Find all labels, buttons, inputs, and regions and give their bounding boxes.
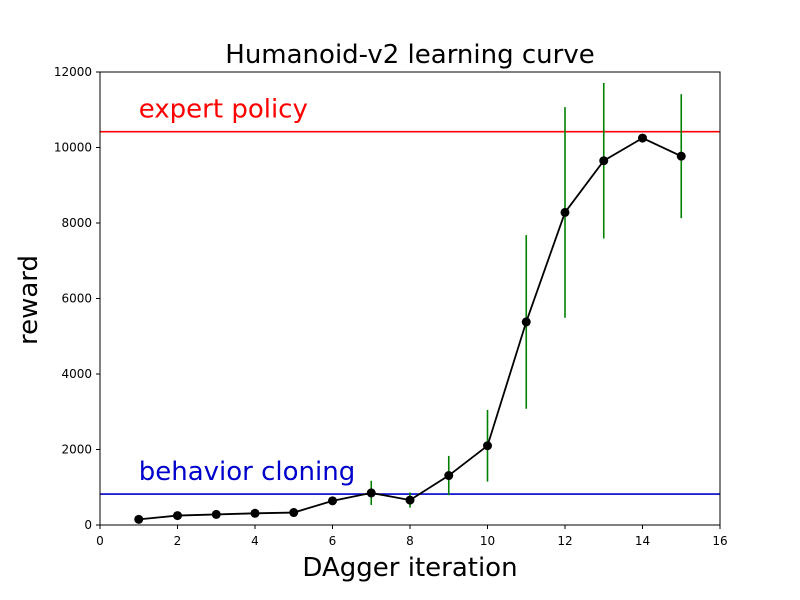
x-tick-label: 10 bbox=[480, 534, 495, 548]
data-point bbox=[676, 151, 686, 161]
data-point bbox=[444, 471, 454, 481]
x-tick-label: 16 bbox=[712, 534, 727, 548]
data-point bbox=[328, 496, 337, 506]
plot-area: 0 2 4 6 8 10 12 14 16 0 2000 4000 6000 8000 10000 12000… bbox=[54, 65, 728, 548]
data-point bbox=[173, 511, 182, 521]
data-point bbox=[638, 133, 647, 143]
x-tick-label: 6 bbox=[329, 534, 337, 548]
data-point bbox=[211, 509, 221, 519]
chart-title: Humanoid-v2 learning curve bbox=[225, 40, 594, 70]
y-tick-label: 6000 bbox=[61, 292, 92, 306]
data-point bbox=[560, 207, 570, 217]
data-point bbox=[134, 514, 144, 524]
data-point bbox=[483, 441, 492, 451]
data-point bbox=[366, 488, 376, 498]
y-tick-label: 4000 bbox=[61, 367, 92, 381]
x-tick-label: 12 bbox=[557, 534, 572, 548]
x-tick-label: 2 bbox=[174, 534, 182, 548]
y-tick-label: 2000 bbox=[61, 443, 92, 457]
y-tick-label: 8000 bbox=[61, 216, 92, 230]
y-tick-label: 0 bbox=[84, 518, 92, 532]
data-point bbox=[289, 508, 299, 518]
x-tick-label: 4 bbox=[251, 534, 259, 548]
data-point bbox=[405, 495, 415, 505]
data-point bbox=[521, 317, 531, 327]
x-tick-label: 14 bbox=[635, 534, 650, 548]
reference-line-label: expert policy bbox=[139, 95, 308, 125]
x-axis-title: DAgger iteration bbox=[302, 553, 517, 583]
reference-line-label: behavior cloning bbox=[139, 457, 356, 487]
y-tick-label: 12000 bbox=[54, 65, 92, 79]
data-point bbox=[250, 508, 260, 518]
y-tick-label: 10000 bbox=[54, 141, 92, 155]
data-point bbox=[599, 156, 609, 166]
y-axis-title: reward bbox=[14, 255, 44, 345]
plot-frame bbox=[99, 71, 721, 526]
x-tick-label: 0 bbox=[96, 534, 104, 548]
x-tick-label: 8 bbox=[406, 534, 414, 548]
